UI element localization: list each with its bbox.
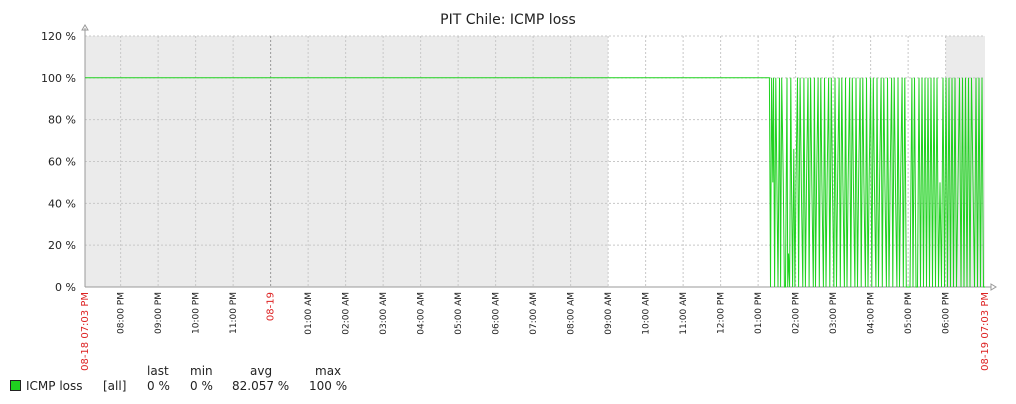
y-tick-label: 60 % xyxy=(48,156,76,169)
legend-header-last: last xyxy=(147,364,169,378)
x-tick-label: 08:00 PM xyxy=(117,292,127,334)
x-start-label: 08-18 07:03 PM xyxy=(80,292,91,371)
legend-swatch-icmp-loss xyxy=(10,380,21,391)
x-tick-label: 08:00 AM xyxy=(567,292,577,335)
x-axis-arrow xyxy=(990,283,997,291)
x-tick-label: 11:00 AM xyxy=(679,292,689,335)
x-tick-labels: 08-18 07:03 PM 08:00 PM 09:00 PM 10:00 PM 11… xyxy=(80,292,991,371)
x-tick-label: 06:00 PM xyxy=(942,292,952,334)
x-tick-label: 06:00 AM xyxy=(492,292,502,335)
x-tick-label: 10:00 PM xyxy=(192,292,202,334)
y-tick-label: 0 % xyxy=(55,281,76,294)
x-tick-label: 02:00 AM xyxy=(342,292,352,335)
x-tick-label: 11:00 PM xyxy=(229,292,239,334)
legend-item-avg: 82.057 % xyxy=(232,379,290,393)
legend-header-min: min xyxy=(190,364,213,378)
x-tick-label: 01:00 AM xyxy=(304,292,314,335)
x-tick-label: 08-19 xyxy=(266,292,277,321)
legend-item-last: 0 % xyxy=(147,379,170,393)
legend-item-max: 100 % xyxy=(309,379,348,393)
y-tick-label: 100 % xyxy=(41,72,76,85)
x-tick-label: 03:00 AM xyxy=(379,292,389,335)
x-tick-label: 02:00 PM xyxy=(792,292,802,334)
series-layer xyxy=(85,77,985,288)
y-tick-labels: 0 % 20 % 40 % 60 % 80 % 100 % 120 % xyxy=(41,30,76,294)
y-tick-label: 20 % xyxy=(48,239,76,252)
x-tick-label: 03:00 PM xyxy=(829,292,839,334)
y-axis-arrow xyxy=(81,24,89,31)
x-tick-label: 04:00 PM xyxy=(867,292,877,334)
x-tick-label: 05:00 AM xyxy=(454,292,464,335)
chart-title: PIT Chile: ICMP loss xyxy=(440,12,576,28)
legend-item-name: ICMP loss xyxy=(26,379,83,393)
x-tick-label: 05:00 PM xyxy=(904,292,914,334)
legend-header-max: max xyxy=(315,364,342,378)
legend-header-avg: avg xyxy=(250,364,273,378)
y-tick-label: 40 % xyxy=(48,197,76,210)
y-tick-label: 80 % xyxy=(48,114,76,127)
x-tick-label: 07:00 AM xyxy=(529,292,539,335)
x-tick-label: 10:00 AM xyxy=(642,292,652,335)
x-tick-label: 12:00 PM xyxy=(717,292,727,334)
x-tick-label: 09:00 AM xyxy=(604,292,614,335)
x-end-label: 08-19 07:03 PM xyxy=(980,292,991,371)
x-tick-label: 09:00 PM xyxy=(154,292,164,334)
y-tick-label: 120 % xyxy=(41,30,76,43)
legend-item-min: 0 % xyxy=(190,379,213,393)
x-tick-label: 04:00 AM xyxy=(417,292,427,335)
x-tick-label: 01:00 PM xyxy=(754,292,764,334)
series-line-icmp-loss xyxy=(85,77,985,288)
legend-item-function: [all] xyxy=(103,379,127,393)
